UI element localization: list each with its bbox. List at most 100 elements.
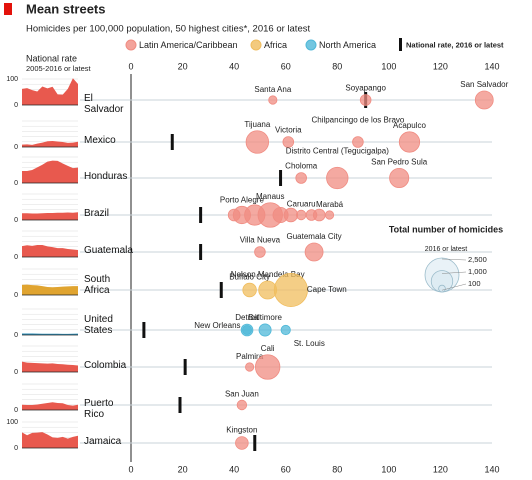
x-tick-label: 0 [128, 61, 133, 71]
x-tick-label: 120 [433, 464, 448, 474]
sparkline-area [22, 245, 78, 257]
city-label: Villa Nueva [240, 236, 281, 245]
city-bubble [236, 399, 248, 411]
sparkline-area [22, 212, 78, 220]
legend-label: Latin America/Caribbean [139, 40, 238, 50]
city-label: Buffalo City [229, 272, 270, 281]
sparkline-area [22, 284, 78, 295]
country-name: Brazil [84, 208, 110, 219]
city-bubble [268, 95, 278, 105]
city-label: Detroit [235, 313, 259, 322]
spark-tick-label: 0 [14, 102, 18, 109]
legend-swatch [305, 39, 317, 51]
city-label: Nelson Mandela Bay [231, 270, 305, 279]
city-label: St. Louis [294, 339, 325, 348]
brand-mark [4, 3, 12, 15]
city-bubble [235, 436, 249, 450]
x-tick-label: 140 [484, 464, 499, 474]
x-tick-label: 20 [178, 464, 188, 474]
spark-tick-label: 0 [14, 369, 18, 376]
national-rate [253, 435, 257, 451]
legend-label: National rate, 2016 or latest [406, 40, 504, 49]
city-label: Santa Ana [254, 85, 291, 94]
x-tick-label: 140 [484, 61, 499, 71]
sparkline-area [22, 402, 78, 410]
city-bubble [280, 324, 291, 336]
sparkline-title: National rate [26, 53, 77, 63]
city-label: Distrito Central (Tegucigalpa) [286, 146, 389, 155]
city-bubble [359, 94, 372, 106]
national-rate [142, 322, 146, 338]
size-legend-leader [441, 258, 467, 261]
national-rate [178, 397, 182, 413]
city-bubble [474, 90, 494, 110]
city-label: Chilpancingo de los Bravo [311, 116, 404, 125]
x-tick-label: 80 [332, 61, 342, 71]
size-legend-label: 1,000 [468, 267, 487, 276]
size-legend-leader [441, 271, 467, 274]
x-tick-label: 100 [381, 61, 396, 71]
sparkline-subtitle: 2005-2016 or latest [26, 64, 92, 73]
city-label: Marabá [316, 200, 344, 209]
chart-title: Mean streets [26, 1, 105, 16]
national-rate [170, 134, 174, 150]
city-label: Caruaru [287, 199, 316, 208]
city-label: Porto Alegre [220, 195, 265, 204]
x-tick-label: 40 [229, 61, 239, 71]
sparkline-area [22, 78, 78, 105]
city-bubble [240, 323, 254, 337]
legend-label: North America [319, 40, 376, 50]
city-bubble [304, 242, 324, 262]
city-bubble [245, 362, 255, 372]
city-bubble [326, 166, 349, 190]
x-tick-label: 120 [433, 61, 448, 71]
legend-swatch [125, 39, 137, 51]
city-bubble [245, 130, 270, 154]
size-legend-circle [438, 284, 446, 293]
city-bubble [398, 131, 421, 153]
city-bubble [283, 207, 299, 223]
sparkline-area [22, 432, 78, 448]
spark-tick-label: 0 [14, 292, 18, 299]
legend-label: Africa [264, 40, 287, 50]
spark-tick-label: 100 [6, 419, 18, 426]
spark-tick-label: 0 [14, 144, 18, 151]
spark-tick-label: 0 [14, 217, 18, 224]
city-bubble [282, 136, 295, 148]
city-bubble [258, 323, 272, 337]
x-tick-label: 60 [281, 61, 291, 71]
national-rate [199, 244, 203, 260]
size-legend-leader [441, 283, 467, 291]
country-name: Puerto Rico [84, 398, 114, 420]
city-label: Soyapango [345, 84, 386, 93]
city-label: Cali [261, 344, 275, 353]
national-rate [279, 170, 283, 186]
city-label: Guatemala City [287, 232, 342, 241]
legend-swatch [399, 38, 402, 51]
x-tick-label: 20 [178, 61, 188, 71]
city-label: Manaus [256, 192, 284, 201]
x-tick-label: 80 [332, 464, 342, 474]
city-label: Choloma [285, 162, 318, 171]
sparkline-area [22, 141, 78, 147]
size-legend-title: Total number of homicides [389, 224, 503, 234]
city-bubble [227, 208, 241, 222]
city-bubble [295, 172, 307, 184]
spark-tick-label: 0 [14, 180, 18, 187]
city-label: San Salvador [460, 80, 508, 89]
national-rate [199, 207, 203, 223]
sparkline-area [22, 160, 78, 183]
national-rate [183, 359, 187, 375]
city-label: San Pedro Sula [371, 157, 428, 166]
city-label: San Juan [225, 389, 259, 398]
city-bubble [255, 354, 281, 380]
spark-tick-label: 100 [6, 76, 18, 83]
country-name: Jamaica [84, 436, 122, 447]
chart-subtitle: Homicides per 100,000 population, 50 hig… [26, 24, 310, 35]
x-tick-label: 40 [229, 464, 239, 474]
city-label: Victoria [275, 126, 302, 135]
city-label: Acapulco [393, 121, 426, 130]
country-name: Honduras [84, 171, 128, 182]
country-name: El Salvador [84, 93, 124, 115]
